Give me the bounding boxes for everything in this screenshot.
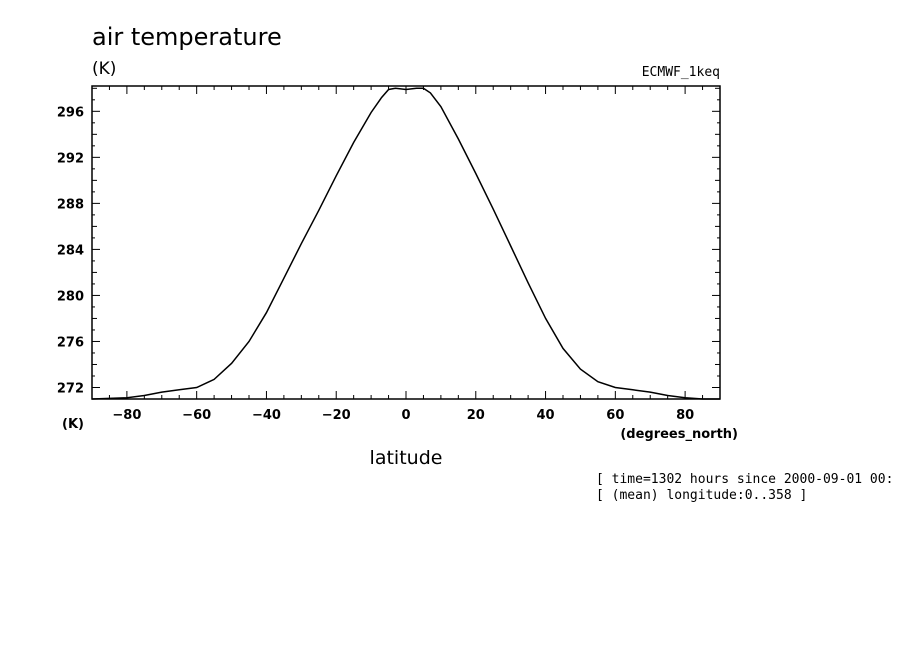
tick-labels: −80 −60 −40 −20 0 20 40 60 80 272 276 280 284 288 292 2… — [57, 105, 694, 423]
dataset-label: ECMWF_1keq — [642, 65, 720, 80]
series-line-air-temperature — [91, 87, 720, 400]
tick-marks — [91, 86, 721, 400]
y-tick-label: 272 — [57, 381, 84, 396]
y-tick-label: 280 — [57, 289, 84, 304]
plot-frame — [91, 85, 721, 400]
chart-title: air temperature — [92, 23, 282, 51]
y-tick-label: 288 — [57, 197, 84, 212]
y-unit-bottom-label: (K) — [62, 417, 84, 432]
time-annotation: [ time=1302 hours since 2000-09-01 00: — [596, 472, 893, 487]
x-tick-label: −40 — [252, 408, 281, 423]
x-tick-label: 20 — [467, 408, 485, 423]
x-tick-label: 40 — [537, 408, 555, 423]
x-axis-label: latitude — [370, 447, 443, 469]
x-tick-label: 60 — [606, 408, 624, 423]
x-tick-label: 80 — [676, 408, 694, 423]
y-tick-label: 276 — [57, 335, 84, 350]
longitude-annotation: [ (mean) longitude:0..358 ] — [596, 488, 807, 503]
y-unit-label: (K) — [92, 59, 116, 79]
y-tick-label: 292 — [57, 151, 84, 166]
y-tick-label: 284 — [57, 243, 84, 258]
x-tick-label: −20 — [322, 408, 351, 423]
x-tick-label: −60 — [182, 408, 211, 423]
x-unit-label: (degrees_north) — [620, 427, 738, 442]
x-tick-label: −80 — [112, 408, 141, 423]
y-tick-label: 296 — [57, 105, 84, 120]
x-tick-label: 0 — [401, 408, 410, 423]
